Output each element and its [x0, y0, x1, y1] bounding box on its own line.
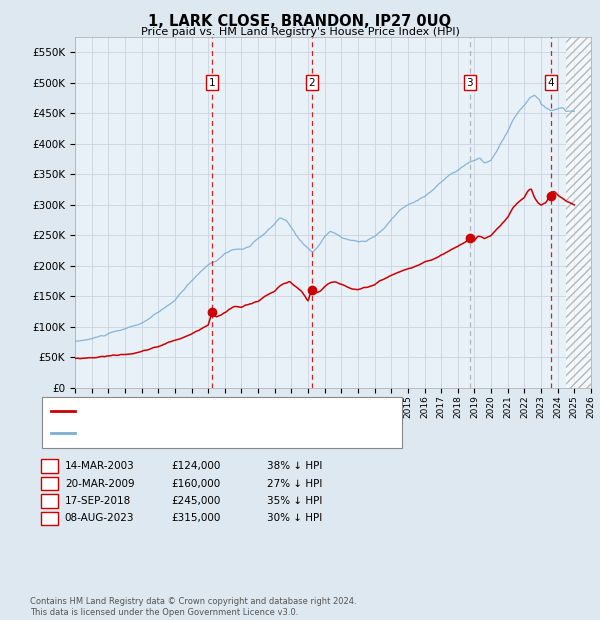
Text: £160,000: £160,000 [171, 479, 220, 489]
Text: 1: 1 [208, 78, 215, 88]
Text: 20-MAR-2009: 20-MAR-2009 [65, 479, 134, 489]
Text: 17-SEP-2018: 17-SEP-2018 [65, 496, 131, 506]
Text: 08-AUG-2023: 08-AUG-2023 [65, 513, 134, 523]
Text: 27% ↓ HPI: 27% ↓ HPI [267, 479, 322, 489]
Text: £124,000: £124,000 [171, 461, 220, 471]
Text: 4: 4 [548, 78, 554, 88]
Text: 1, LARK CLOSE, BRANDON, IP27 0UQ: 1, LARK CLOSE, BRANDON, IP27 0UQ [148, 14, 452, 29]
Text: 2: 2 [308, 78, 315, 88]
Text: 30% ↓ HPI: 30% ↓ HPI [267, 513, 322, 523]
Text: 38% ↓ HPI: 38% ↓ HPI [267, 461, 322, 471]
Text: 14-MAR-2003: 14-MAR-2003 [65, 461, 134, 471]
Text: 1, LARK CLOSE, BRANDON, IP27 0UQ (detached house): 1, LARK CLOSE, BRANDON, IP27 0UQ (detach… [79, 406, 366, 416]
Text: Price paid vs. HM Land Registry's House Price Index (HPI): Price paid vs. HM Land Registry's House … [140, 27, 460, 37]
Text: Contains HM Land Registry data © Crown copyright and database right 2024.
This d: Contains HM Land Registry data © Crown c… [30, 598, 356, 617]
Text: 3: 3 [467, 78, 473, 88]
Text: 3: 3 [46, 496, 53, 506]
Bar [566, 37, 591, 387]
Bar [566, 37, 591, 387]
Text: £315,000: £315,000 [171, 513, 220, 523]
Text: 4: 4 [46, 513, 53, 523]
Text: 2: 2 [46, 479, 53, 489]
Text: 1: 1 [46, 461, 53, 471]
Text: HPI: Average price, detached house, West Suffolk: HPI: Average price, detached house, West… [79, 428, 337, 438]
Text: £245,000: £245,000 [171, 496, 220, 506]
Text: 35% ↓ HPI: 35% ↓ HPI [267, 496, 322, 506]
